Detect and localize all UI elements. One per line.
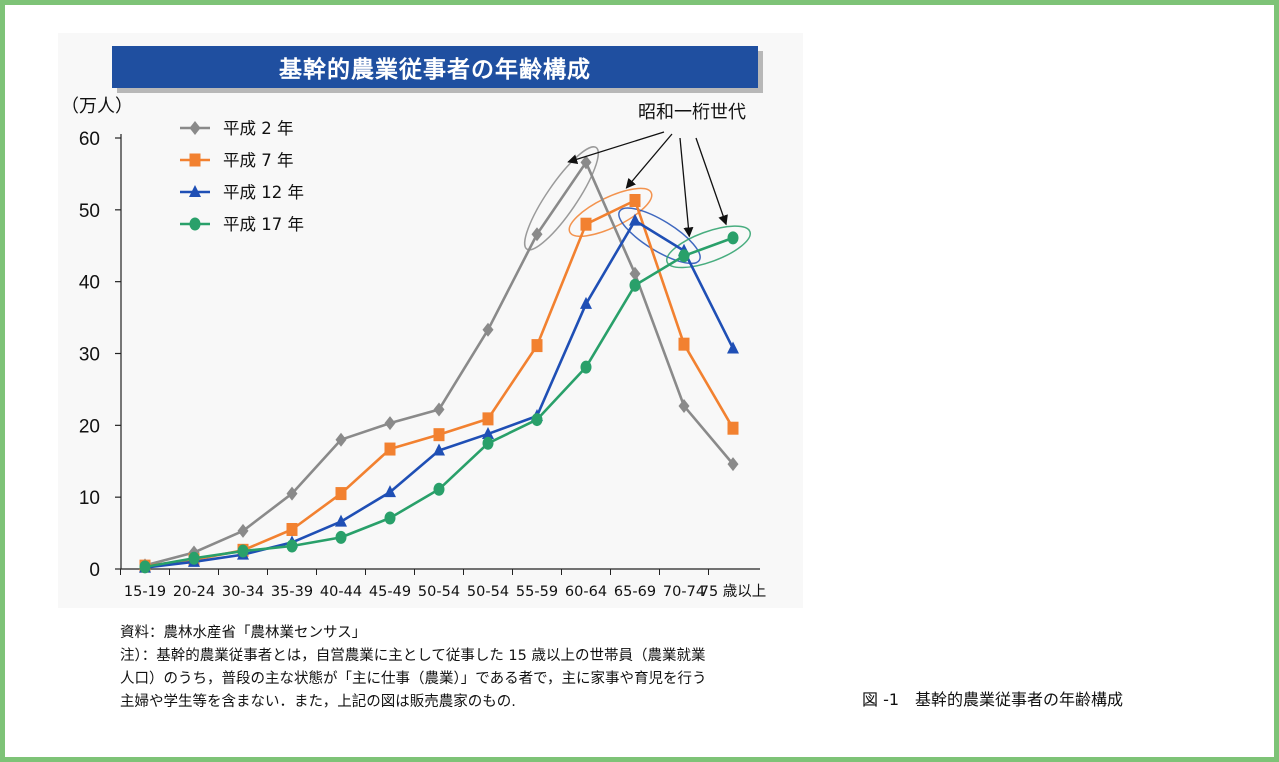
annotation-arrow [625, 133, 673, 189]
data-point-diamond [629, 266, 641, 281]
note-line: 人口）のうち，普段の主な状態が「主に仕事（農業）」である者で，主に家事や育児を行… [120, 671, 707, 687]
x-tick-label: 50-54 [467, 584, 509, 600]
highlight-ellipse [666, 225, 751, 269]
x-tick-label: 45-49 [369, 584, 411, 600]
x-tick-label: 75 歳以上 [700, 583, 767, 600]
data-point-circle [237, 544, 249, 558]
data-point-diamond [531, 227, 543, 242]
y-tick-label: 40 [79, 273, 100, 294]
annotation-arrow [679, 137, 694, 238]
data-point-triangle [189, 185, 201, 197]
data-point-square [727, 421, 739, 435]
series-line [144, 199, 735, 568]
legend-label: 平成 2 年 [223, 119, 294, 138]
data-point-triangle [482, 426, 494, 439]
series-line [144, 236, 734, 569]
data-point-triangle [433, 443, 445, 456]
data-point-circle [188, 551, 200, 565]
data-point-diamond [335, 432, 347, 447]
data-point-triangle [727, 341, 739, 354]
y-tick-label: 10 [79, 488, 100, 509]
data-point-diamond [482, 322, 494, 337]
data-point-circle [678, 249, 690, 263]
x-tick-label: 60-64 [565, 584, 607, 600]
y-tick-label: 0 [89, 560, 100, 581]
annotation-arrow [695, 137, 728, 226]
data-point-square [531, 339, 543, 353]
note-line: 主婦や学生等を含まない．また，上記の図は販売農家のもの. [120, 694, 516, 710]
data-point-square [482, 412, 494, 426]
x-tick-label: 55-59 [516, 584, 558, 600]
data-point-triangle [580, 296, 592, 309]
x-tick-label: 30-34 [222, 584, 264, 600]
data-point-square [335, 487, 347, 501]
data-point-square [433, 428, 445, 442]
data-point-square [384, 442, 396, 456]
data-point-circle [629, 278, 641, 292]
legend-label: 平成 17 年 [223, 215, 304, 234]
legend-label: 平成 7 年 [223, 151, 294, 170]
source-note: 資料：農林水産省「農林業センサス」 [120, 625, 367, 641]
annotation-label: 昭和一桁世代 [638, 102, 746, 123]
data-point-circle [531, 413, 543, 427]
data-point-square [678, 337, 690, 351]
y-axis-label: （万人） [61, 96, 133, 117]
x-tick-label: 15-19 [124, 584, 166, 600]
highlight-ellipse [523, 146, 600, 251]
x-tick-label: 20-24 [173, 584, 215, 600]
highlight-ellipse [568, 187, 653, 237]
y-tick-label: 30 [79, 345, 100, 366]
x-tick-label: 70-74 [663, 584, 705, 600]
data-point-diamond [580, 155, 592, 170]
x-tick-label: 40-44 [320, 584, 362, 600]
x-tick-label: 35-39 [271, 584, 313, 600]
data-point-diamond [433, 402, 445, 417]
data-point-circle [286, 539, 298, 553]
x-tick-label: 65-69 [614, 584, 656, 600]
data-point-diamond [189, 121, 201, 135]
data-point-triangle [335, 514, 347, 527]
y-tick-label: 50 [79, 201, 100, 222]
data-point-diamond [286, 486, 298, 501]
data-point-circle [580, 360, 592, 374]
annotation-arrow [567, 131, 665, 165]
data-point-circle [482, 436, 494, 450]
data-point-diamond [384, 416, 396, 431]
data-point-circle [727, 231, 739, 245]
data-point-circle [335, 530, 347, 544]
data-point-circle [384, 511, 396, 525]
x-tick-label: 50-54 [418, 584, 460, 600]
y-tick-label: 20 [79, 416, 100, 437]
data-point-triangle [384, 485, 396, 498]
data-point-square [580, 217, 592, 231]
figure-caption: 図 -1 基幹的農業従事者の年齢構成 [862, 690, 1124, 709]
data-point-triangle [629, 213, 641, 226]
chart-notes: 資料：農林水産省「農林業センサス」 注）：基幹的農業従事者とは，自営農業に主とし… [120, 622, 707, 714]
note-line: 注）：基幹的農業従事者とは，自営農業に主として従事した 15 歳以上の世帯員（農… [120, 648, 706, 664]
data-point-circle [433, 482, 445, 496]
series-line [144, 219, 735, 569]
data-point-square [629, 193, 641, 207]
data-point-circle [139, 560, 151, 574]
data-point-diamond [727, 457, 739, 472]
data-point-square [189, 153, 201, 167]
chart-title: 基幹的農業従事者の年齢構成 [112, 46, 758, 88]
data-point-square [286, 522, 298, 536]
data-point-circle [189, 217, 201, 231]
data-point-diamond [678, 398, 690, 413]
y-tick-label: 60 [79, 129, 100, 150]
legend-label: 平成 12 年 [223, 183, 304, 202]
data-point-diamond [237, 523, 249, 538]
